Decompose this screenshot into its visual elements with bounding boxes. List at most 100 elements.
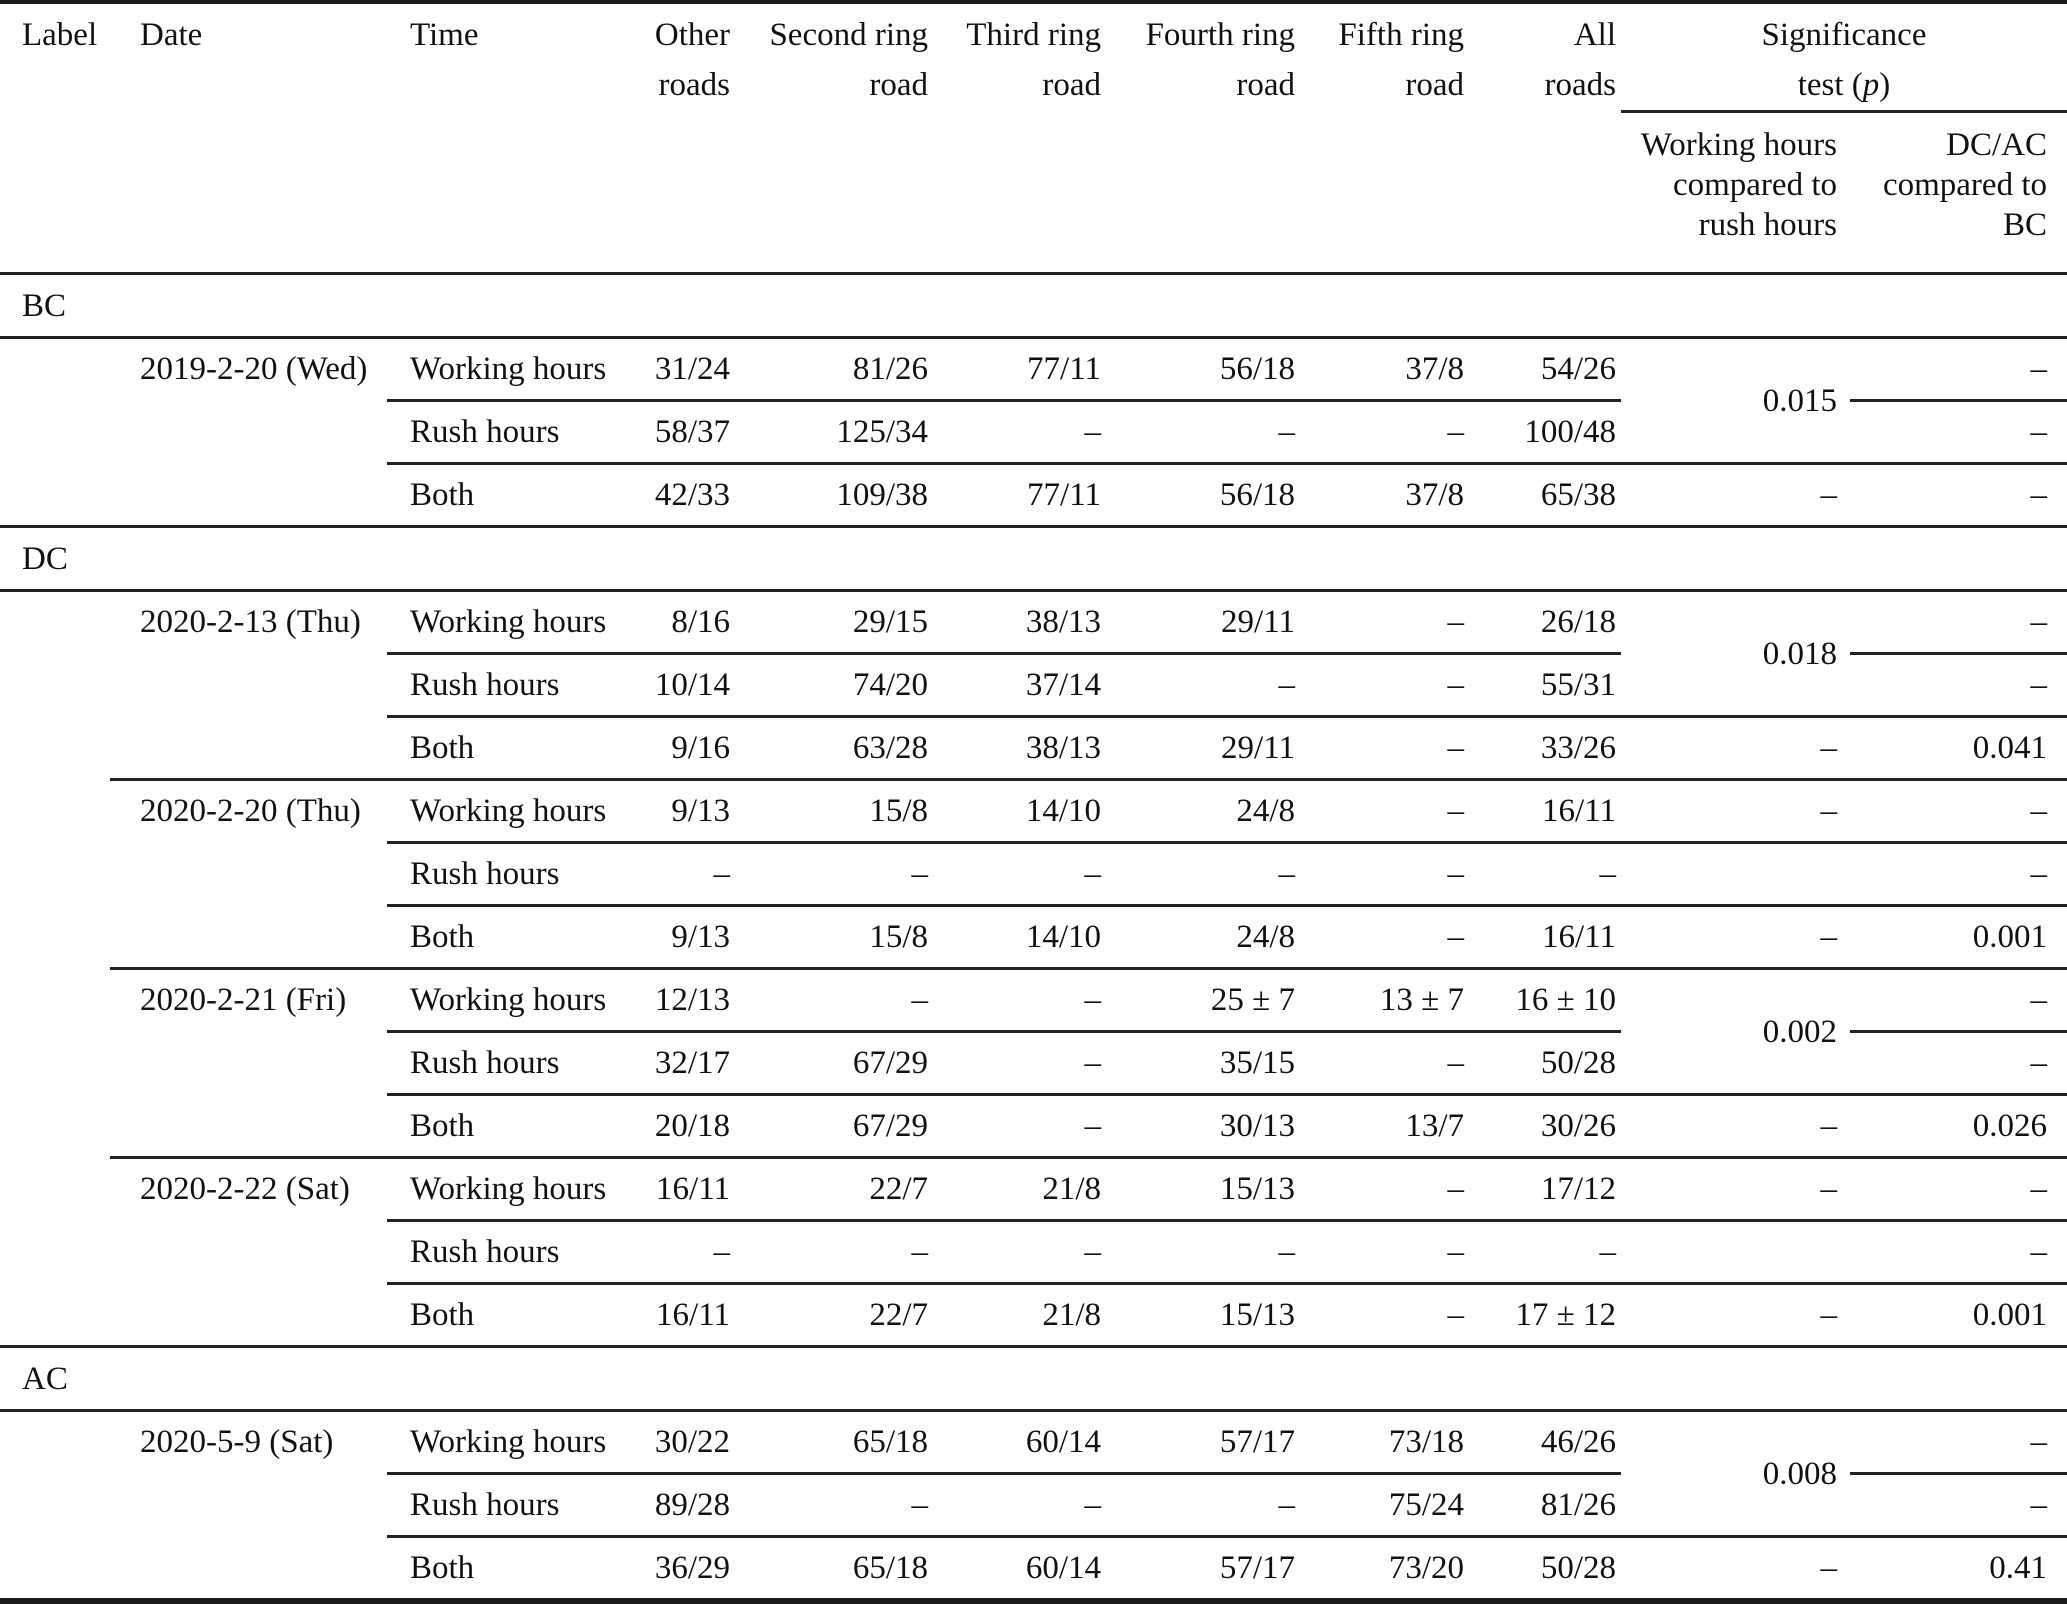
value-cell: 13 ± 7	[1300, 968, 1469, 1033]
date-cell: 2020-2-20 (Thu)	[110, 779, 387, 970]
table-row: Rush hours – – – – – – –	[0, 842, 2067, 907]
value-cell: –	[1300, 1220, 1469, 1285]
date-cell: 2020-2-22 (Sat)	[140, 1171, 350, 1207]
time-cell: Working hours	[387, 1157, 630, 1222]
value-cell: 15/8	[735, 779, 933, 844]
value-cell: –	[1300, 842, 1469, 907]
table-row: 2020-2-22 (Sat) Working hours 16/11 22/7 21/…	[0, 1157, 2067, 1222]
table-row: 2020-2-21 (Fri) Working hours 12/13– –25 ± …	[0, 968, 2067, 1159]
value-cell: 16/11	[1469, 905, 1621, 970]
value-cell: 33/26	[1469, 716, 1621, 781]
header-second-ring: Second ring road	[769, 17, 928, 103]
time-cell: Working hours	[387, 590, 630, 655]
value-cell: 77/11	[1027, 477, 1101, 513]
value-cell: 65/18	[735, 1410, 933, 1475]
date-cell: 2020-5-9 (Sat)	[140, 1424, 334, 1460]
value-cell: 58/37	[630, 400, 735, 465]
sig-dcac-cell: –	[2030, 477, 2048, 513]
value-cell: 20/18	[630, 1094, 735, 1159]
sig-dcac-cell: –	[1850, 1220, 2067, 1285]
table-row: 2020-2-20 (Thu) Working hours 9/13 15/8 14/1…	[0, 779, 2067, 970]
sig-working-rush-cell: –	[1621, 1094, 1850, 1159]
value-cell: –	[1300, 905, 1469, 970]
table-row: 2020-5-9 (Sat) Working hours 30/22 65/18 60/…	[0, 1410, 2067, 1538]
label-spacer	[0, 1158, 110, 1347]
sig-dcac-cell: 0.041	[1850, 716, 2067, 781]
value-cell: 60/14	[1025, 1550, 1101, 1586]
value-cell: –	[1300, 1157, 1469, 1222]
header-other-roads: Other roads	[654, 17, 730, 103]
value-cell: –	[1300, 779, 1469, 844]
table-row: Rush hours 58/37 125/34– – –100/48–	[0, 400, 2067, 465]
value-cell: 56/18	[1219, 477, 1295, 513]
value-cell: 14/10	[933, 779, 1106, 844]
header-date: Date	[140, 17, 203, 53]
value-cell: 35/15	[1106, 1031, 1300, 1096]
sig-working-rush-cell	[1621, 842, 1850, 907]
value-cell: –	[1300, 716, 1469, 781]
value-cell: 15/13	[1219, 1297, 1295, 1333]
header-all-roads: All roads	[1544, 17, 1616, 103]
value-cell: 57/17	[1106, 1410, 1300, 1475]
value-cell: 9/13	[630, 779, 735, 844]
sig-dcac-cell: –	[1850, 968, 2067, 1033]
time-cell: Both	[387, 1094, 630, 1159]
value-cell: 9/16	[630, 716, 735, 781]
value-cell: 30/26	[1469, 1094, 1621, 1159]
sig-working-rush-cell: –	[1621, 716, 1850, 781]
time-cell: Rush hours	[387, 842, 630, 907]
value-cell: 29/15	[735, 590, 933, 655]
time-cell: Rush hours	[387, 1473, 630, 1538]
value-cell: –	[735, 842, 933, 907]
section-row: AC	[0, 1345, 2067, 1412]
value-cell: 22/7	[869, 1297, 928, 1333]
section-label: AC	[0, 1345, 2067, 1412]
time-cell: Both	[410, 1550, 475, 1586]
header-working-vs-rush: Working hours compared to rush hours	[1621, 111, 1850, 275]
value-cell: 30/13	[1106, 1094, 1300, 1159]
value-cell: –	[1106, 653, 1300, 718]
time-cell: Working hours	[387, 779, 630, 844]
p-value-cell: 0.002	[1621, 968, 1850, 1096]
value-cell: –	[1447, 1297, 1465, 1333]
value-cell: 81/26	[1469, 1473, 1621, 1538]
sig-dcac-cell: 0.001	[1972, 1297, 2047, 1333]
value-cell: –	[1106, 400, 1300, 465]
time-cell: Rush hours	[387, 400, 630, 465]
value-cell: –	[1469, 842, 1621, 907]
value-cell: 15/8	[735, 905, 933, 970]
value-cell: 38/13	[933, 716, 1106, 781]
value-cell: 37/8	[1300, 337, 1469, 402]
value-cell: 15/13	[1106, 1157, 1300, 1222]
value-cell: 54/26	[1469, 337, 1621, 402]
value-cell: 67/29	[735, 1094, 933, 1159]
value-cell: –	[735, 968, 933, 1033]
value-cell: 24/8	[1106, 905, 1300, 970]
value-cell: –	[1469, 1220, 1621, 1285]
sig-working-rush-cell: –	[1820, 1550, 1838, 1586]
value-cell: 17 ± 12	[1515, 1297, 1616, 1333]
value-cell: –	[735, 1473, 933, 1538]
value-cell: 67/29	[735, 1031, 933, 1096]
value-cell: 29/11	[1106, 590, 1300, 655]
time-cell: Working hours	[387, 1410, 630, 1475]
header-fifth-ring: Fifth ring road	[1338, 17, 1464, 103]
sig-dcac-cell: –	[1850, 337, 2067, 402]
table-row: Both 9/16 63/28 38/13 29/11–33/26–0.041	[0, 716, 2067, 781]
table-row: Both 9/13 15/8 14/10 24/8–16/11–0.001	[0, 905, 2067, 970]
time-cell: Rush hours	[387, 1031, 630, 1096]
sig-working-rush-cell: –	[1621, 905, 1850, 970]
value-cell: 63/28	[735, 716, 933, 781]
label-spacer	[0, 780, 110, 969]
header-significance-test: Significance test (p)	[1621, 2, 2067, 113]
table-row: Both 20/18 67/29–30/13 13/7 30/26–0.026	[0, 1094, 2067, 1159]
header-fourth-ring: Fourth ring road	[1145, 17, 1295, 103]
table-body: BC 2019-2-20 (Wed) Working hours 31/24 81/26…	[0, 272, 2067, 1602]
value-cell: 50/28	[1540, 1550, 1616, 1586]
section-label: BC	[0, 272, 2067, 339]
value-cell: 13/7	[1300, 1094, 1469, 1159]
value-cell: 50/28	[1469, 1031, 1621, 1096]
date-cell: 2019-2-20 (Wed)	[140, 351, 368, 387]
time-cell: Working hours	[387, 337, 630, 402]
section-label: DC	[0, 525, 2067, 592]
